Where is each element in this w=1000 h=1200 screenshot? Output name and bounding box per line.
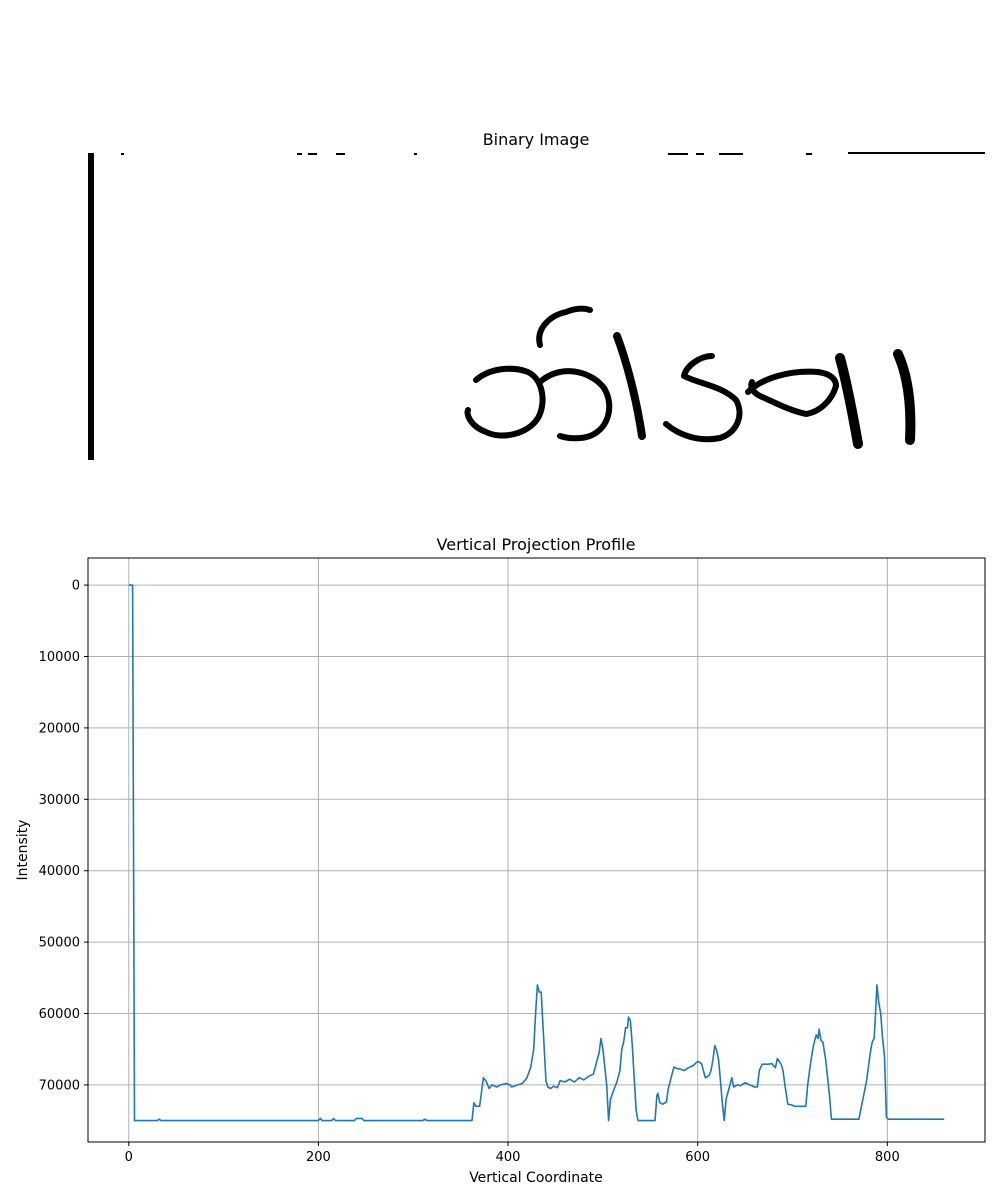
binary-image	[88, 152, 985, 460]
x-axis-ticks: 0 200 400 600 800	[125, 1142, 900, 1165]
x-tick-label: 0	[125, 1150, 133, 1165]
x-tick-label: 600	[685, 1150, 710, 1165]
x-tick-label: 800	[875, 1150, 900, 1165]
y-tick-label: 60000	[39, 1007, 80, 1022]
y-tick-label: 10000	[39, 650, 80, 665]
chart-grid	[88, 558, 985, 1142]
x-axis-label: Vertical Coordinate	[469, 1170, 603, 1186]
y-axis-ticks: 0 10000 20000 30000 40000 50000 60000 70000	[39, 579, 88, 1093]
image-top-edge-fragments	[121, 152, 985, 155]
y-tick-label: 40000	[39, 864, 80, 879]
image-left-edge-bar	[88, 153, 94, 460]
y-tick-label: 30000	[39, 793, 80, 808]
plot-frame	[87, 557, 986, 1143]
handwritten-word	[464, 305, 916, 449]
y-tick-label: 0	[72, 579, 80, 594]
y-tick-label: 70000	[39, 1078, 80, 1093]
x-tick-label: 400	[496, 1150, 521, 1165]
image-panel-title: Binary Image	[483, 130, 590, 149]
series-line	[128, 584, 945, 1122]
y-tick-label: 20000	[39, 721, 80, 736]
y-tick-label: 50000	[39, 936, 80, 951]
x-tick-label: 200	[306, 1150, 331, 1165]
chart-title: Vertical Projection Profile	[437, 535, 636, 554]
y-axis-label: Intensity	[15, 820, 31, 881]
